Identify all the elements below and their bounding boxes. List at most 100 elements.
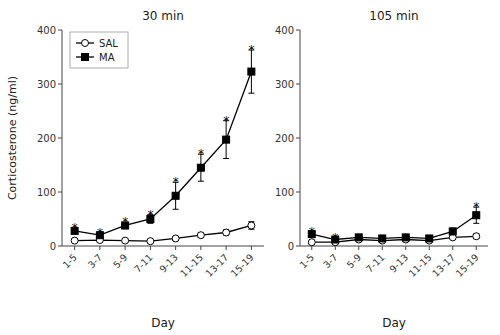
x-tick — [405, 246, 406, 250]
x-tick-label: 7-11 — [132, 252, 155, 275]
annotation: * — [473, 200, 479, 214]
chart-root: 30 min01002003004001-53-75-97-119-1311-1… — [0, 0, 500, 335]
x-tick — [175, 246, 176, 250]
x-tick-label: 15-19 — [453, 252, 480, 279]
annotation: * — [198, 147, 204, 161]
x-tick — [99, 246, 100, 250]
line — [75, 225, 252, 241]
title: 105 min — [369, 9, 418, 23]
y-tick — [296, 84, 300, 85]
x-tick-label: 1-5 — [60, 252, 79, 271]
panel: 105 min01002003004001-53-75-97-119-1311-… — [275, 9, 488, 330]
annotation: * — [332, 231, 338, 245]
error-bar — [248, 222, 254, 230]
title: 30 min — [142, 9, 184, 23]
y-tick-label: 300 — [275, 79, 294, 90]
x-tick-label: 7-11 — [364, 252, 387, 275]
y-tick — [58, 30, 62, 31]
x-tick — [125, 246, 126, 250]
y-tick-label: 0 — [50, 241, 56, 252]
marker — [223, 136, 230, 143]
x-tick-label: 5-9 — [344, 252, 363, 271]
y-tick-label: 100 — [37, 187, 56, 198]
y-tick-label: 400 — [37, 25, 56, 36]
error-bar — [223, 230, 229, 235]
marker — [197, 164, 204, 171]
annotation: * — [122, 215, 128, 229]
x-tick-label: 9-13 — [157, 252, 180, 275]
marker — [248, 68, 255, 75]
marker — [147, 238, 154, 245]
x-tick-label: 3-7 — [321, 252, 340, 271]
annotation: * — [248, 43, 254, 57]
x-tick-label: 11-15 — [406, 252, 433, 279]
y-tick — [58, 138, 62, 139]
legend: SAL MA — [70, 32, 128, 68]
x-tick — [476, 246, 477, 250]
annotation: * — [173, 175, 179, 189]
series — [71, 222, 255, 245]
x-tick — [452, 246, 453, 250]
annotation: * — [72, 221, 78, 235]
plot-area — [71, 50, 255, 245]
marker — [122, 237, 129, 244]
x-axis — [300, 246, 488, 247]
x-axis — [62, 246, 264, 247]
y-tick — [58, 84, 62, 85]
panel: 30 min 0 100 200 300 400 1-5 3-7 5-97-119-1311-1… — [6, 9, 264, 330]
legend-marker — [82, 40, 89, 47]
x-tick — [200, 246, 201, 250]
legend-marker — [82, 54, 89, 61]
x-tick — [382, 246, 383, 250]
y-tick-label: 200 — [37, 133, 56, 144]
x-tick — [150, 246, 151, 250]
x-tick-label: 13-17 — [203, 252, 230, 279]
marker — [172, 235, 179, 242]
x-tick — [74, 246, 75, 250]
marker — [355, 234, 362, 241]
x-tick — [335, 246, 336, 250]
annotation: * — [223, 114, 229, 128]
y-tick-label: 200 — [275, 133, 294, 144]
y-tick-label: 100 — [275, 187, 294, 198]
x-tick-label: 3-7 — [86, 252, 105, 271]
marker — [197, 232, 204, 239]
x-tick-label: 15-19 — [228, 252, 255, 279]
legend-label: MA — [99, 52, 115, 63]
marker — [402, 234, 409, 241]
legend-frame — [70, 32, 128, 68]
annotation: * — [147, 208, 153, 222]
annotation: * — [309, 225, 315, 239]
legend-label: SAL — [99, 38, 118, 49]
marker — [473, 233, 480, 240]
x-tick-label: 11-15 — [178, 252, 205, 279]
y-tick — [58, 192, 62, 193]
x-tick-label: 5-9 — [111, 252, 130, 271]
marker — [248, 222, 255, 229]
y-tick — [296, 30, 300, 31]
marker — [308, 239, 315, 246]
plot-area — [308, 207, 480, 246]
marker — [223, 229, 230, 236]
x-axis-label: Day — [151, 316, 175, 330]
x-tick — [226, 246, 227, 250]
x-tick — [251, 246, 252, 250]
y-tick-label: 300 — [37, 79, 56, 90]
x-tick — [311, 246, 312, 250]
x-tick — [429, 246, 430, 250]
y-axis-label: Corticosterone (ng/ml) — [6, 76, 19, 200]
x-tick-label: 1-5 — [297, 252, 316, 271]
error-bar — [450, 228, 456, 234]
marker — [172, 192, 179, 199]
y-tick-label: 400 — [275, 25, 294, 36]
marker — [379, 235, 386, 242]
y-tick — [58, 246, 62, 247]
marker — [71, 237, 78, 244]
y-tick — [296, 192, 300, 193]
y-tick — [296, 138, 300, 139]
x-axis-label: Day — [382, 316, 406, 330]
annotation: * — [97, 226, 103, 240]
y-tick — [296, 246, 300, 247]
x-tick — [358, 246, 359, 250]
marker — [449, 228, 456, 235]
